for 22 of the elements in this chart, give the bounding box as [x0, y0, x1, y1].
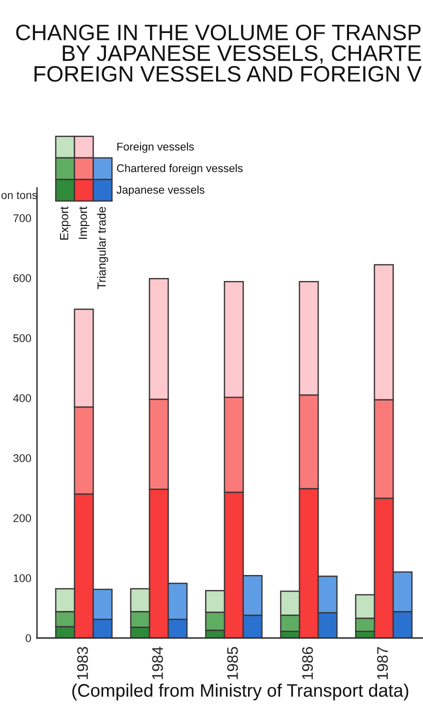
y-tick-label: 0 [26, 634, 32, 642]
y-tick-label: 400 [13, 394, 32, 402]
x-tick-label: 1987 [377, 647, 388, 680]
annotation: Export [60, 206, 71, 240]
legend-label: Foreign vessels [117, 142, 194, 153]
y-tick-label: 600 [13, 274, 32, 282]
y-axis-title: on tons [1, 192, 38, 200]
annotation: Triangular trade [97, 206, 108, 290]
y-tick-label: 700 [13, 214, 32, 222]
y-tick-label: 500 [13, 334, 32, 342]
y-tick-label: 200 [13, 514, 32, 522]
y-tick-label: 100 [14, 574, 32, 582]
chart-title: CHANGE IN THE VOLUME OF TRANSP BY JAPANESE VESSELS, CHARTE FOREIGN VESSELS AND FOREIGN V [16, 24, 422, 82]
x-tick-label: 1983 [77, 647, 88, 680]
x-tick-label: 1984 [152, 646, 163, 680]
text: (Compiled from Ministry of Transport data) [72, 684, 408, 700]
legend-label: Japanese vessels [116, 186, 204, 196]
y-tick-label: 300 [13, 454, 32, 462]
legend-label: Chartered foreign vessels [116, 164, 243, 174]
annotation: Import [78, 206, 90, 239]
x-tick-label: 1986 [302, 647, 313, 680]
x-tick-label: 1985 [227, 646, 238, 680]
